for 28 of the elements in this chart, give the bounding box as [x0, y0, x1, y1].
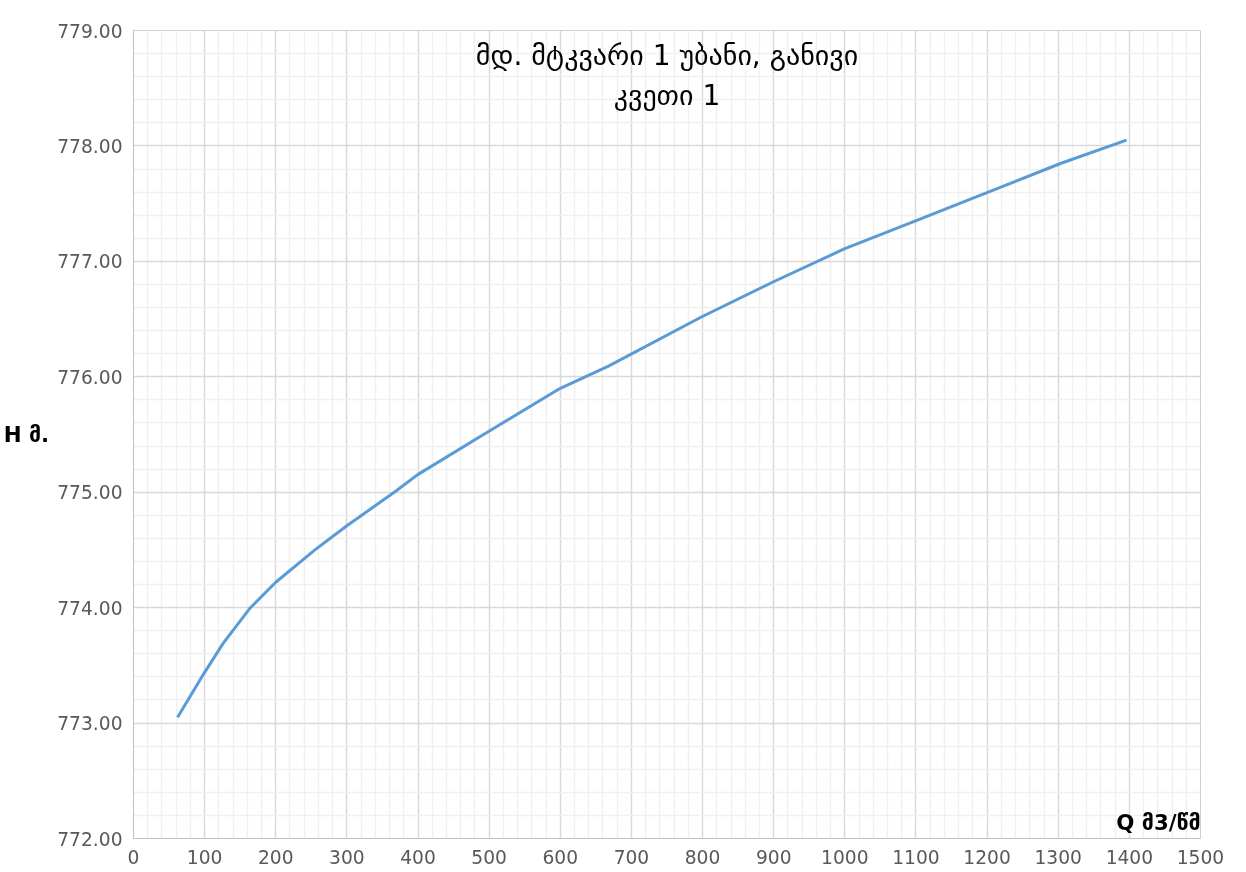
text: მდ. მტკვარი 1 უბანი, განივი კვეთი 1	[475, 38, 859, 112]
x-tick-label: 100	[186, 846, 223, 868]
x-axis-title: Q მ3/წმ	[1116, 809, 1201, 835]
line-series	[176, 138, 1129, 719]
x-tick-label: 800	[684, 846, 721, 868]
y-tick-label: 775.00	[57, 482, 123, 504]
y-tick-label: 779.00	[57, 20, 123, 42]
x-tick-label: 900	[755, 846, 792, 868]
y-tick-label: 773.00	[57, 713, 123, 735]
y-tick-label: 772.00	[57, 828, 123, 850]
x-tick-label: 1500	[1176, 846, 1225, 868]
y-axis-title: H მ.	[3, 422, 50, 447]
x-tick-label: 400	[400, 846, 436, 868]
y-tick-label: 776.00	[57, 366, 123, 388]
x-tick-label: 200	[257, 846, 294, 868]
x-tick-label: 1200	[963, 846, 1011, 868]
y-tick-label: 778.00	[57, 135, 123, 157]
x-tick-label: 1100	[892, 846, 940, 868]
x-tick-label: 300	[329, 846, 365, 868]
x-tick-label: 500	[471, 846, 507, 868]
x-tick-label: 600	[542, 846, 579, 868]
x-tick-label: 1400	[1105, 846, 1154, 868]
x-tick-label: 0	[127, 846, 140, 868]
x-tick-label: 1000	[821, 846, 869, 868]
x-tick-label: 700	[613, 846, 650, 868]
x-tick-label: 1300	[1034, 846, 1082, 868]
y-tick-label: 774.00	[57, 597, 123, 619]
y-tick-label: 777.00	[57, 251, 123, 273]
